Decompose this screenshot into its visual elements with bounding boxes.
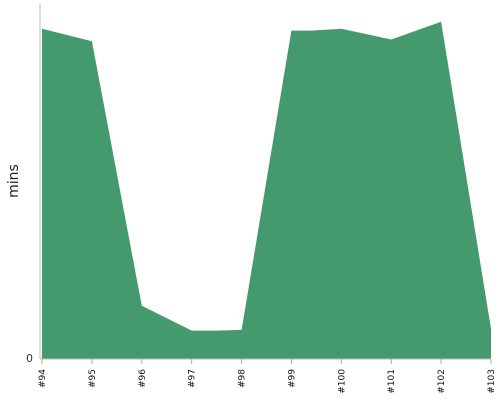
x-axis-tick-labels: #94 #95 #96 #97 #98 #99 #100 #101 #102 #103 bbox=[38, 369, 497, 394]
x-tick-label: #94 bbox=[38, 369, 48, 388]
x-tick-label: #95 bbox=[88, 369, 98, 388]
x-tick-label: #96 bbox=[138, 369, 148, 388]
y-tick-label: 0 bbox=[26, 352, 33, 365]
x-tick-label: #101 bbox=[387, 369, 397, 394]
x-tick-label: #98 bbox=[238, 369, 248, 388]
x-tick-label: #102 bbox=[437, 369, 447, 394]
x-tick-label: #99 bbox=[287, 369, 297, 388]
x-tick-label: #103 bbox=[487, 369, 497, 394]
y-axis-tick-labels: 0 bbox=[26, 352, 33, 365]
y-axis-title: mins bbox=[6, 164, 22, 198]
x-tick-label: #97 bbox=[188, 369, 198, 388]
area-layer bbox=[41, 21, 492, 360]
x-axis-ticks bbox=[41, 359, 492, 364]
area-series-0 bbox=[42, 21, 491, 360]
x-tick-label: #100 bbox=[337, 369, 347, 394]
